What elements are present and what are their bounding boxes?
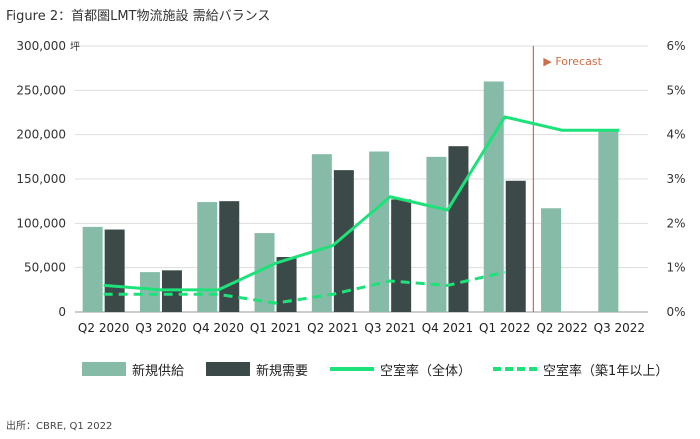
demand-bar: [505, 180, 526, 312]
category-label: Q2 2022: [536, 321, 587, 335]
legend-item: 新規需要: [206, 360, 308, 379]
demand-bar: [391, 199, 412, 312]
right-axis-tick-label: 0%: [666, 305, 685, 319]
legend-item: 空室率（全体）: [330, 360, 471, 379]
legend-label: 空室率（全体）: [380, 363, 472, 379]
vacancy-all-line: [103, 115, 620, 292]
supply-bar: [426, 156, 447, 312]
category-label: Q1 2021: [250, 321, 301, 335]
right-axis-tick-label: 2%: [666, 216, 685, 230]
right-axis-tick-label: 4%: [666, 128, 685, 142]
category-label: Q4 2021: [422, 321, 473, 335]
demand-bar: [104, 229, 125, 312]
category-label: Q2 2020: [78, 321, 129, 335]
supply-bar: [254, 233, 275, 312]
supply-bar: [483, 81, 504, 312]
supply-bar: [598, 130, 619, 312]
legend-swatch-supply: [82, 362, 126, 376]
legend-label: 新規需要: [256, 363, 309, 379]
legend-swatch-vacancy-all: [330, 367, 375, 371]
category-label: Q3 2021: [364, 321, 415, 335]
demand-bar: [333, 170, 354, 312]
vacancy-first-year-line: [103, 270, 506, 305]
legend-label: 新規供給: [132, 363, 185, 379]
legend: 新規供給 新規需要 空室率（全体） 空室率（築1年以上）: [82, 358, 668, 380]
supply-bar: [82, 226, 103, 312]
left-axis-tick-label: 0: [58, 305, 66, 319]
left-axis-unit: 坪: [70, 40, 80, 53]
category-label: Q1 2022: [479, 321, 530, 335]
left-axis-tick-label: 200,000: [16, 128, 66, 142]
source-note: 出所：CBRE, Q1 2022: [6, 421, 113, 432]
supply-bar: [311, 154, 332, 312]
right-axis-tick-label: 3%: [666, 172, 685, 186]
supply-bar: [197, 202, 218, 312]
supply-bar: [139, 272, 160, 312]
demand-bar: [219, 201, 240, 312]
demand-bar: [276, 257, 297, 312]
left-axis-tick-label: 50,000: [24, 261, 66, 275]
legend-item: 空室率（築1年以上）: [493, 360, 668, 379]
category-label: Q3 2020: [135, 321, 186, 335]
left-axis-tick-label: 250,000: [16, 83, 66, 97]
category-label: Q2 2021: [307, 321, 358, 335]
demand-bar: [448, 146, 469, 312]
left-axis-tick-label: 300,000: [16, 39, 66, 53]
legend-swatch-vacancy-first-year: [493, 367, 538, 371]
legend-label: 空室率（築1年以上）: [543, 363, 669, 379]
forecast-label: ▶ Forecast: [543, 55, 602, 68]
supply-bar: [541, 208, 562, 312]
left-axis-tick-label: 100,000: [16, 216, 66, 230]
figure-title: Figure 2：首都圏LMT物流施設 需給バランス: [6, 9, 271, 24]
left-axis-tick-label: 150,000: [16, 172, 66, 186]
legend-swatch-demand: [206, 362, 251, 376]
right-axis-tick-label: 6%: [666, 39, 685, 53]
legend-item: 新規供給: [82, 360, 184, 379]
right-axis-tick-label: 5%: [666, 83, 685, 97]
right-axis-tick-label: 1%: [666, 261, 685, 275]
category-label: Q4 2020: [193, 321, 244, 335]
category-label: Q3 2022: [594, 321, 645, 335]
supply-bar: [369, 151, 390, 312]
